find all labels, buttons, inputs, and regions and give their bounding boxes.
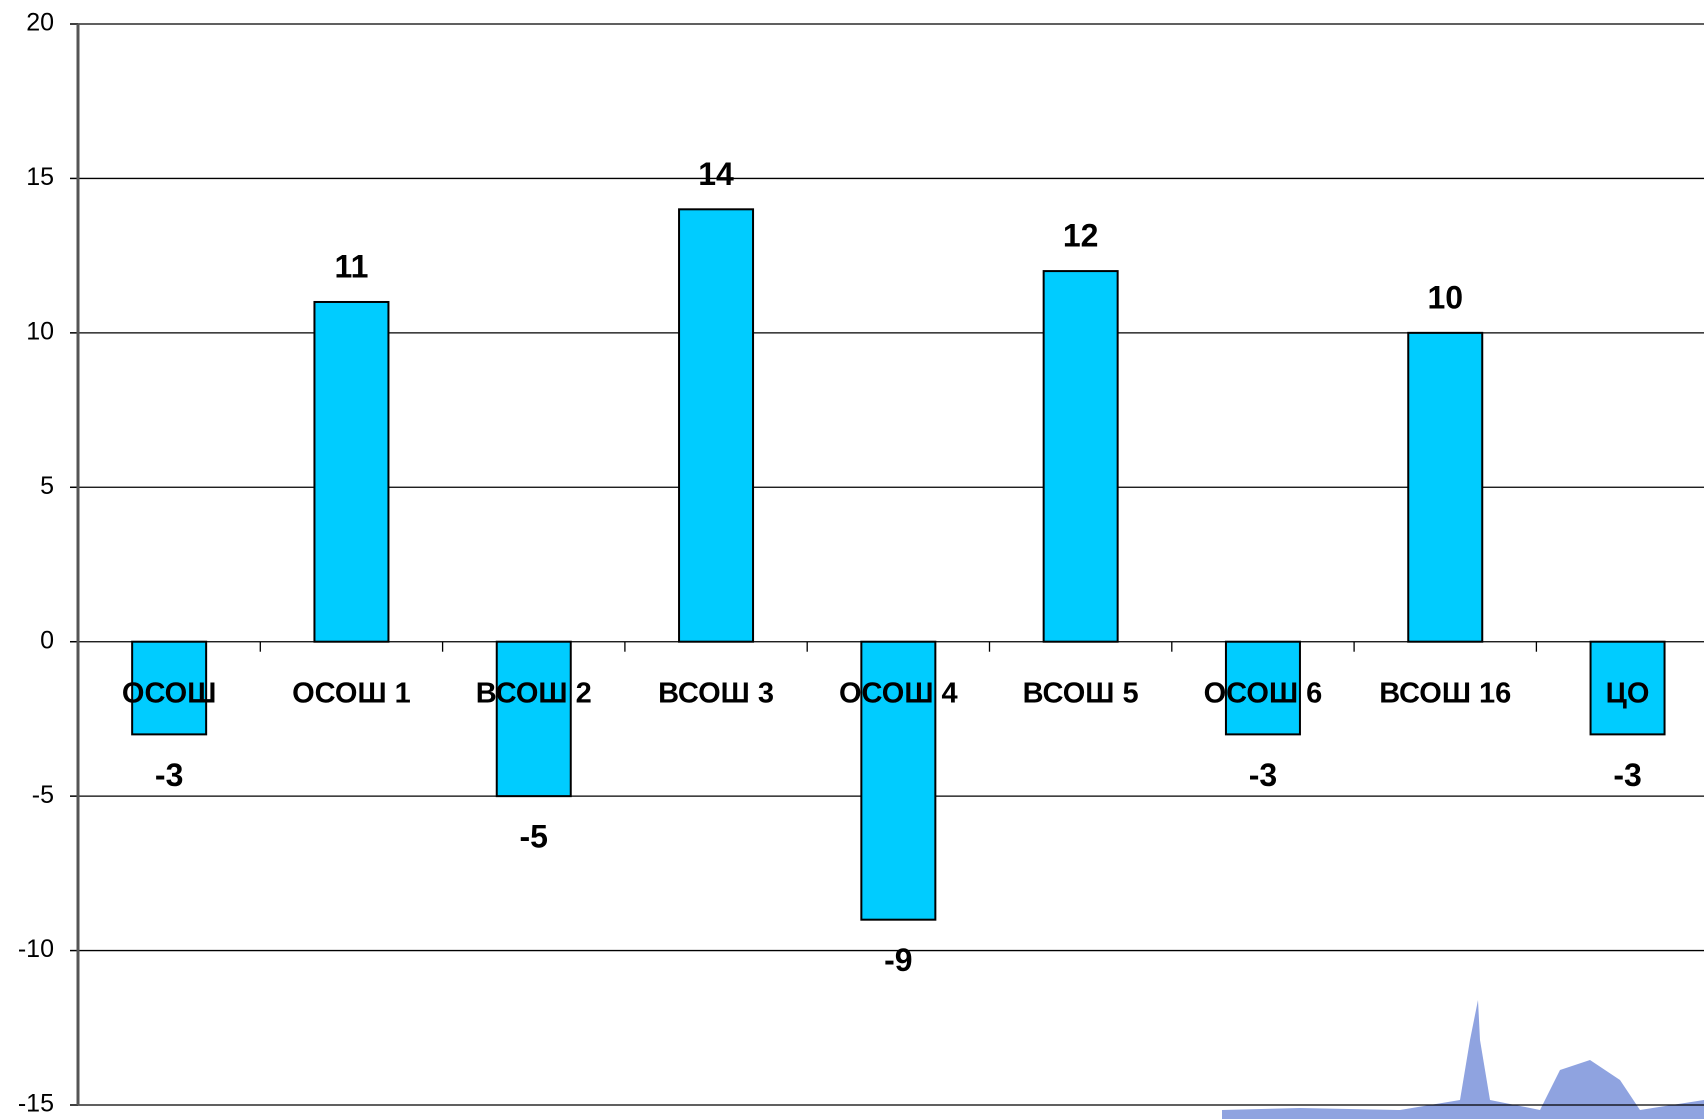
value-label: 11 xyxy=(335,248,369,284)
x-tick-label: ВСОШ 3 xyxy=(658,677,774,709)
bar xyxy=(1589,640,1666,736)
y-tick-label: -5 xyxy=(32,781,54,809)
y-tick-label: 20 xyxy=(26,9,54,37)
y-tick-label: 0 xyxy=(40,626,54,654)
bar xyxy=(131,640,208,736)
value-label: 14 xyxy=(698,156,734,192)
value-label: 10 xyxy=(1427,279,1463,315)
x-tick-label: ВСОШ 2 xyxy=(476,677,592,709)
value-label: -3 xyxy=(155,757,183,793)
y-tick-label: -15 xyxy=(18,1090,54,1118)
x-tick-label: ЦО xyxy=(1606,677,1650,709)
y-tick-label: -10 xyxy=(18,935,54,963)
value-label: -5 xyxy=(520,819,548,855)
y-tick-label: 10 xyxy=(26,317,54,345)
x-tick-label: ОСОШ xyxy=(122,677,216,709)
bar xyxy=(495,640,572,798)
y-tick-label: 5 xyxy=(40,472,54,500)
x-tick-label: ВСОШ 16 xyxy=(1379,677,1511,709)
bar xyxy=(860,640,937,921)
value-label: -9 xyxy=(884,942,912,978)
x-tick-label: ВСОШ 5 xyxy=(1023,677,1139,709)
x-tick-label: ОСОШ 6 xyxy=(1204,677,1323,709)
bar xyxy=(313,300,390,643)
value-label: -3 xyxy=(1249,757,1277,793)
bar xyxy=(1407,331,1484,643)
bar xyxy=(678,208,755,643)
watermark xyxy=(1222,1000,1704,1119)
bar xyxy=(1224,640,1301,736)
value-label: -3 xyxy=(1613,757,1641,793)
y-tick-label: 15 xyxy=(26,163,54,191)
bar xyxy=(1042,270,1119,643)
x-tick-label: ОСОШ 4 xyxy=(839,677,958,709)
value-label: 12 xyxy=(1063,218,1099,254)
x-tick-label: ОСОШ 1 xyxy=(292,677,411,709)
